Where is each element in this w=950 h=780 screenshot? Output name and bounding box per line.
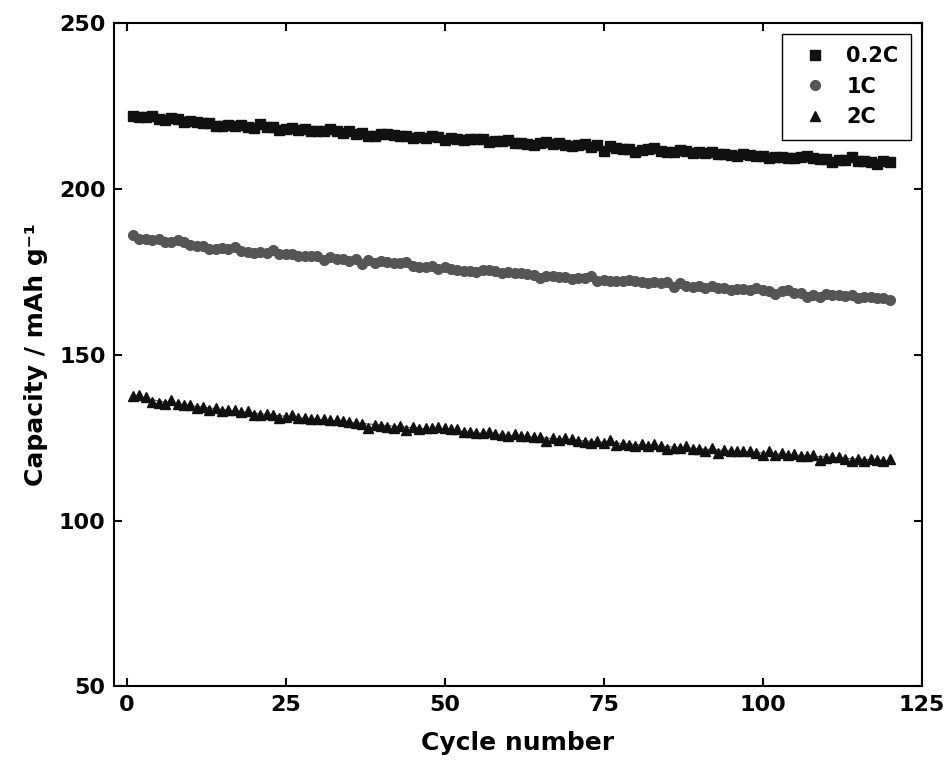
2C	[732, 446, 743, 456]
X-axis label: Cycle number: Cycle number	[421, 732, 615, 755]
2C	[337, 416, 349, 425]
2C	[127, 391, 139, 400]
1C	[127, 231, 139, 240]
Legend: 0.2C, 1C, 2C: 0.2C, 1C, 2C	[782, 34, 911, 140]
2C	[134, 391, 145, 400]
2C	[884, 454, 896, 463]
0.2C	[127, 111, 139, 120]
1C	[649, 277, 660, 286]
1C	[286, 250, 297, 259]
0.2C	[871, 159, 883, 168]
Line: 2C: 2C	[128, 391, 895, 466]
Line: 0.2C: 0.2C	[128, 111, 895, 168]
2C	[846, 456, 857, 466]
2C	[293, 414, 304, 424]
1C	[725, 285, 736, 294]
0.2C	[649, 144, 660, 153]
2C	[871, 455, 883, 464]
Y-axis label: Capacity / mAh g⁻¹: Capacity / mAh g⁻¹	[24, 223, 48, 487]
0.2C	[286, 124, 297, 133]
1C	[859, 292, 870, 302]
1C	[884, 295, 896, 304]
1C	[547, 271, 559, 281]
0.2C	[884, 157, 896, 166]
0.2C	[725, 150, 736, 159]
0.2C	[331, 127, 342, 136]
2C	[554, 435, 565, 445]
1C	[331, 254, 342, 264]
0.2C	[859, 156, 870, 165]
Line: 1C: 1C	[128, 230, 895, 304]
0.2C	[547, 140, 559, 149]
2C	[656, 441, 667, 451]
